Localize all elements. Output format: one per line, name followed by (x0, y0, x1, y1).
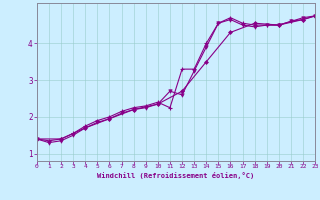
X-axis label: Windchill (Refroidissement éolien,°C): Windchill (Refroidissement éolien,°C) (97, 172, 255, 179)
